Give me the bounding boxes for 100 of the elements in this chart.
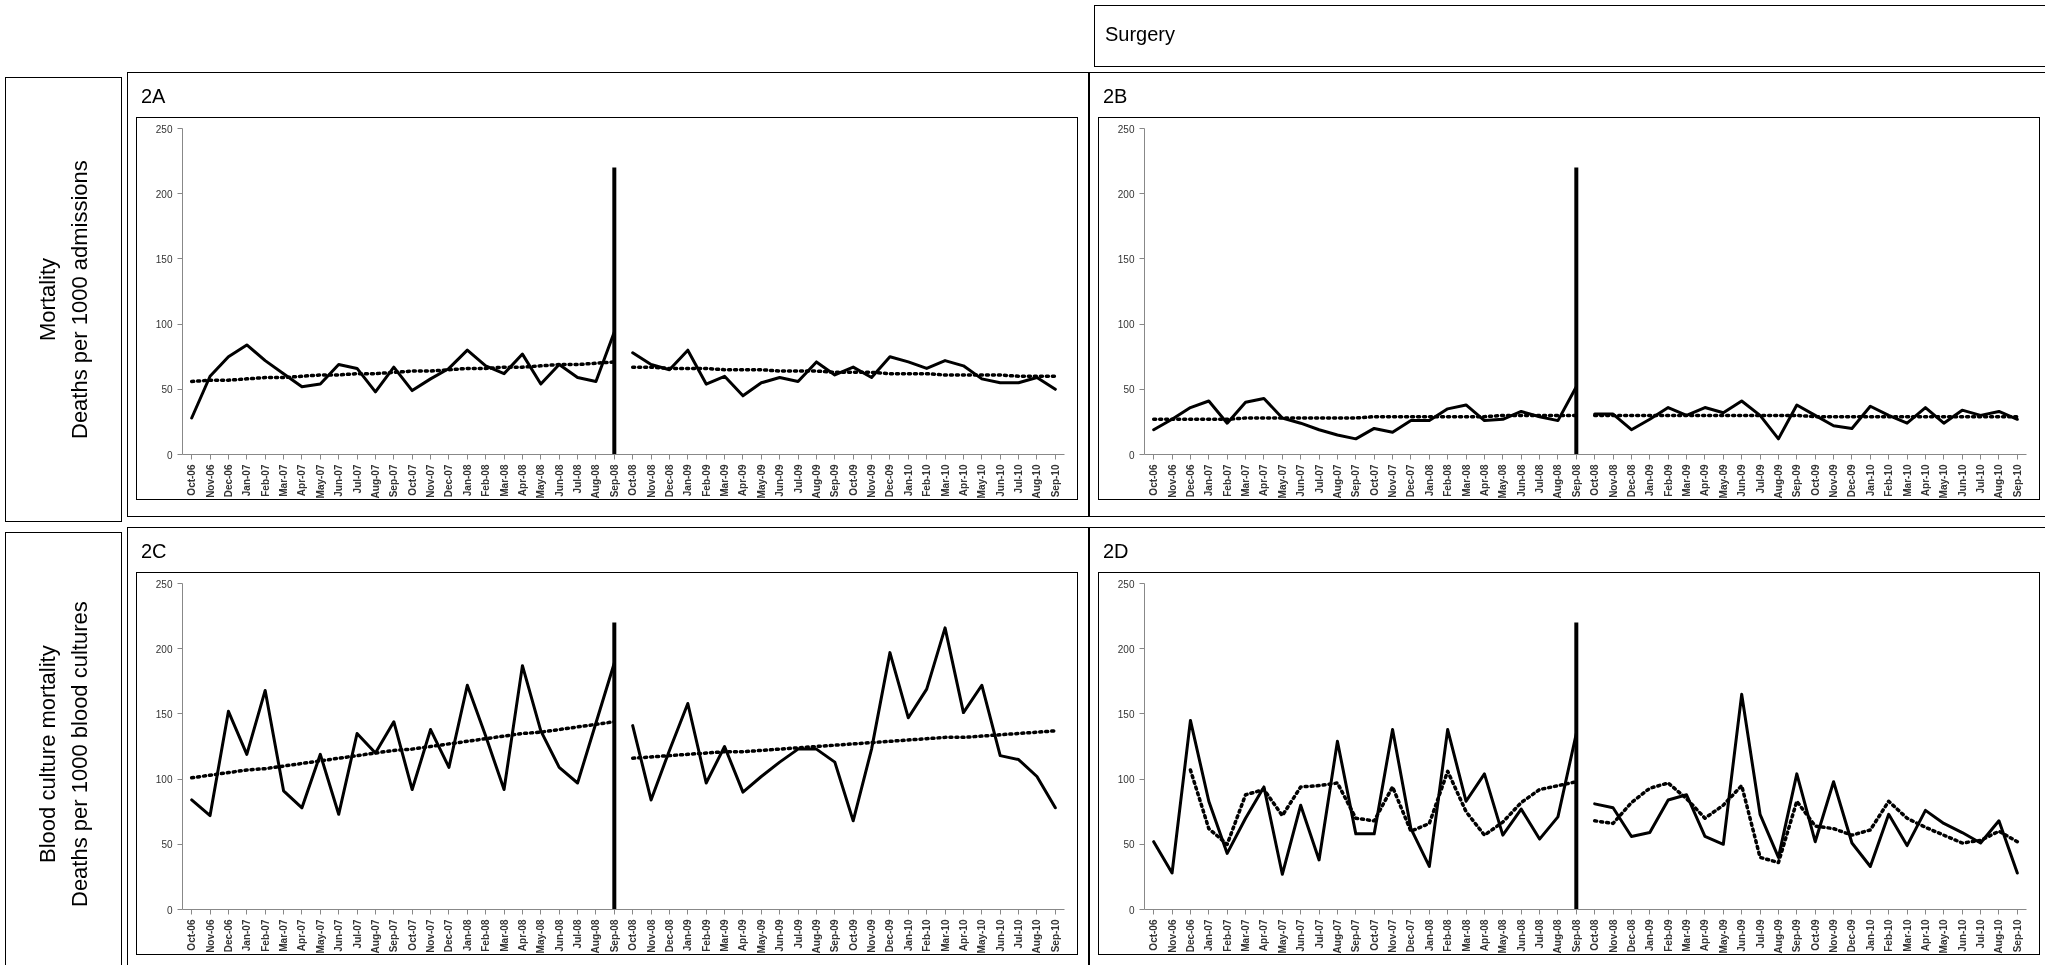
x-tick-label: May-10 bbox=[976, 919, 988, 954]
x-tick-label: Jan-10 bbox=[1864, 464, 1876, 497]
x-tick-label: May-09 bbox=[755, 919, 767, 954]
x-tick-label: May-07 bbox=[1276, 464, 1288, 499]
x-tick-label: Mar-08 bbox=[498, 919, 510, 952]
x-tick-label: Nov-06 bbox=[1166, 919, 1178, 953]
x-tick-label: May-07 bbox=[1276, 919, 1288, 954]
x-tick-label: Mar-08 bbox=[1460, 464, 1472, 497]
x-tick-label: Jan-07 bbox=[241, 919, 253, 952]
x-tick-label: Mar-10 bbox=[939, 919, 951, 952]
x-tick-label: Sep-07 bbox=[1350, 464, 1362, 498]
x-tick-label: Apr-09 bbox=[1699, 919, 1711, 952]
x-tick-label: Oct-07 bbox=[406, 464, 418, 496]
x-tick-label: Sep-09 bbox=[829, 919, 841, 953]
x-tick-label: Jan-08 bbox=[461, 919, 473, 952]
x-tick-label: Dec-09 bbox=[884, 464, 896, 498]
x-tick-label: Jul-08 bbox=[572, 464, 584, 494]
x-tick-label: Jul-07 bbox=[351, 919, 363, 949]
x-tick-label: Sep-10 bbox=[1049, 464, 1061, 498]
x-tick-label: Apr-07 bbox=[296, 919, 308, 952]
x-tick-label: Feb-09 bbox=[700, 464, 712, 497]
x-tick-label: Jan-09 bbox=[1644, 464, 1656, 497]
x-tick-label: Apr-10 bbox=[1919, 464, 1931, 497]
x-tick-label: Jan-08 bbox=[1423, 919, 1435, 952]
x-tick-label: Dec-08 bbox=[1625, 919, 1637, 953]
x-tick-label: Nov-06 bbox=[1166, 464, 1178, 498]
x-tick-label: Aug-10 bbox=[1031, 464, 1043, 499]
x-tick-label: Nov-08 bbox=[1607, 464, 1619, 498]
y-tick-label: 50 bbox=[161, 839, 173, 851]
x-tick-label: Jan-07 bbox=[1203, 919, 1215, 952]
x-tick-label: Sep-09 bbox=[1791, 464, 1803, 498]
x-tick-label: Aug-10 bbox=[1993, 919, 2005, 954]
x-tick-label: Jul-10 bbox=[1013, 919, 1025, 949]
x-tick-label: Mar-07 bbox=[278, 464, 290, 497]
x-tick-label: Mar-09 bbox=[719, 919, 731, 952]
x-tick-label: Jul-10 bbox=[1013, 464, 1025, 494]
x-tick-label: Nov-07 bbox=[425, 464, 437, 498]
x-tick-label: Dec-07 bbox=[1405, 919, 1417, 953]
x-tick-label: Jul-07 bbox=[1313, 464, 1325, 494]
x-tick-label: Sep-10 bbox=[2011, 464, 2023, 498]
x-tick-label: Jun-07 bbox=[1295, 919, 1307, 952]
x-tick-label: Oct-08 bbox=[1589, 919, 1601, 951]
x-tick-label: Oct-06 bbox=[1148, 919, 1160, 951]
x-tick-label: Sep-10 bbox=[2011, 919, 2023, 953]
x-tick-label: Sep-09 bbox=[1791, 919, 1803, 953]
x-tick-label: Jan-09 bbox=[682, 464, 694, 497]
x-tick-label: Apr-08 bbox=[516, 464, 528, 497]
x-tick-label: Nov-09 bbox=[866, 464, 878, 498]
y-axis-title: Mortality Deaths per 1000 admissions bbox=[34, 160, 93, 439]
chart-title: 2C bbox=[141, 539, 167, 564]
x-tick-label: Dec-07 bbox=[1405, 464, 1417, 498]
y-tick-label: 100 bbox=[1117, 319, 1135, 331]
x-tick-label: Aug-08 bbox=[1552, 464, 1564, 499]
x-tick-label: Oct-06 bbox=[1148, 464, 1160, 496]
x-tick-label: Sep-08 bbox=[1570, 919, 1582, 953]
x-tick-label: Dec-06 bbox=[1184, 919, 1196, 953]
y-tick-label: 200 bbox=[155, 188, 173, 200]
x-tick-label: Oct-08 bbox=[627, 464, 639, 496]
x-tick-label: May-10 bbox=[976, 464, 988, 499]
x-tick-label: Mar-09 bbox=[1681, 919, 1693, 952]
y-tick-label: 0 bbox=[1128, 449, 1135, 461]
y-tick-label: 200 bbox=[1117, 643, 1135, 655]
x-tick-label: Nov-06 bbox=[204, 464, 216, 498]
y-tick-label: 0 bbox=[166, 904, 173, 916]
x-tick-label: Jun-08 bbox=[553, 919, 565, 952]
y-tick-label: 150 bbox=[155, 708, 173, 720]
x-tick-label: Apr-09 bbox=[737, 464, 749, 497]
x-tick-label: Jun-10 bbox=[1956, 919, 1968, 952]
x-tick-label: Feb-08 bbox=[1442, 464, 1454, 497]
x-tick-label: Jun-09 bbox=[1736, 919, 1748, 952]
x-tick-label: Jun-10 bbox=[1956, 464, 1968, 497]
x-tick-label: Jan-10 bbox=[902, 464, 914, 497]
x-tick-label: Dec-09 bbox=[1846, 464, 1858, 498]
x-tick-label: Aug-09 bbox=[810, 464, 822, 499]
x-tick-label: Dec-06 bbox=[1184, 464, 1196, 498]
x-tick-label: Nov-06 bbox=[204, 919, 216, 953]
x-tick-label: Dec-07 bbox=[443, 464, 455, 498]
x-tick-label: May-09 bbox=[755, 464, 767, 499]
y-tick-label: 0 bbox=[1128, 904, 1135, 916]
x-tick-label: Nov-07 bbox=[1387, 464, 1399, 498]
x-tick-label: Jan-08 bbox=[1423, 464, 1435, 497]
x-tick-label: Jul-07 bbox=[351, 464, 363, 494]
x-tick-label: Mar-10 bbox=[939, 464, 951, 497]
x-tick-label: Jan-10 bbox=[1864, 919, 1876, 952]
y-axis-title: Blood culture mortality Deaths per 1000 blood cultures bbox=[34, 601, 93, 908]
y-tick-label: 100 bbox=[155, 319, 173, 331]
x-tick-label: Feb-07 bbox=[1221, 919, 1233, 952]
x-tick-label: Apr-08 bbox=[516, 919, 528, 952]
x-tick-label: Feb-09 bbox=[700, 919, 712, 952]
x-tick-label: Nov-08 bbox=[645, 464, 657, 498]
chart-title: 2A bbox=[141, 84, 166, 109]
x-tick-label: Jun-09 bbox=[774, 919, 786, 952]
x-tick-label: Sep-09 bbox=[829, 464, 841, 498]
x-tick-label: Aug-07 bbox=[369, 919, 381, 954]
y-tick-label: 200 bbox=[155, 643, 173, 655]
x-tick-label: Mar-09 bbox=[719, 464, 731, 497]
x-tick-label: Mar-10 bbox=[1901, 919, 1913, 952]
x-tick-label: Dec-07 bbox=[443, 919, 455, 953]
y-tick-label: 250 bbox=[1117, 578, 1135, 590]
chart-subtitle: Surgery bbox=[1105, 22, 1176, 47]
